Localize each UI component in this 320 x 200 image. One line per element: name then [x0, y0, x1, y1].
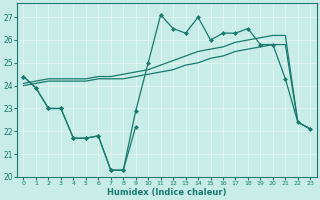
X-axis label: Humidex (Indice chaleur): Humidex (Indice chaleur) — [107, 188, 227, 197]
